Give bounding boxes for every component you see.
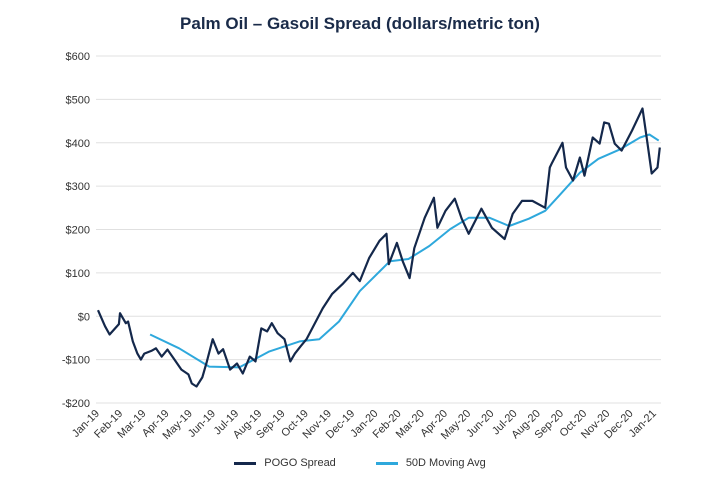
y-tick-label: $100 [66,268,90,280]
legend-label: POGO Spread [264,457,336,469]
legend-swatch [375,461,398,465]
legend-item-pogo-spread: POGO Spread [234,457,336,469]
y-tick-label: -$100 [62,355,90,367]
series-line-pogo-spread [96,107,661,388]
legend-item-moving-avg: 50D Moving Avg [375,457,486,469]
y-tick-label: -$200 [62,398,90,410]
y-tick-label: $200 [66,225,90,237]
chart-title: Palm Oil – Gasoil Spread (dollars/metric… [180,14,540,33]
y-tick-label: $300 [66,181,90,193]
y-tick-label: $500 [66,94,90,106]
legend: POGO Spread 50D Moving Avg [0,457,720,469]
y-tick-label: $600 [66,51,90,63]
legend-label: 50D Moving Avg [405,457,486,469]
legend-swatch [234,461,257,465]
y-tick-label: $0 [78,311,90,323]
y-tick-label: $400 [66,138,90,150]
series-line-50d-moving-avg [149,133,660,369]
